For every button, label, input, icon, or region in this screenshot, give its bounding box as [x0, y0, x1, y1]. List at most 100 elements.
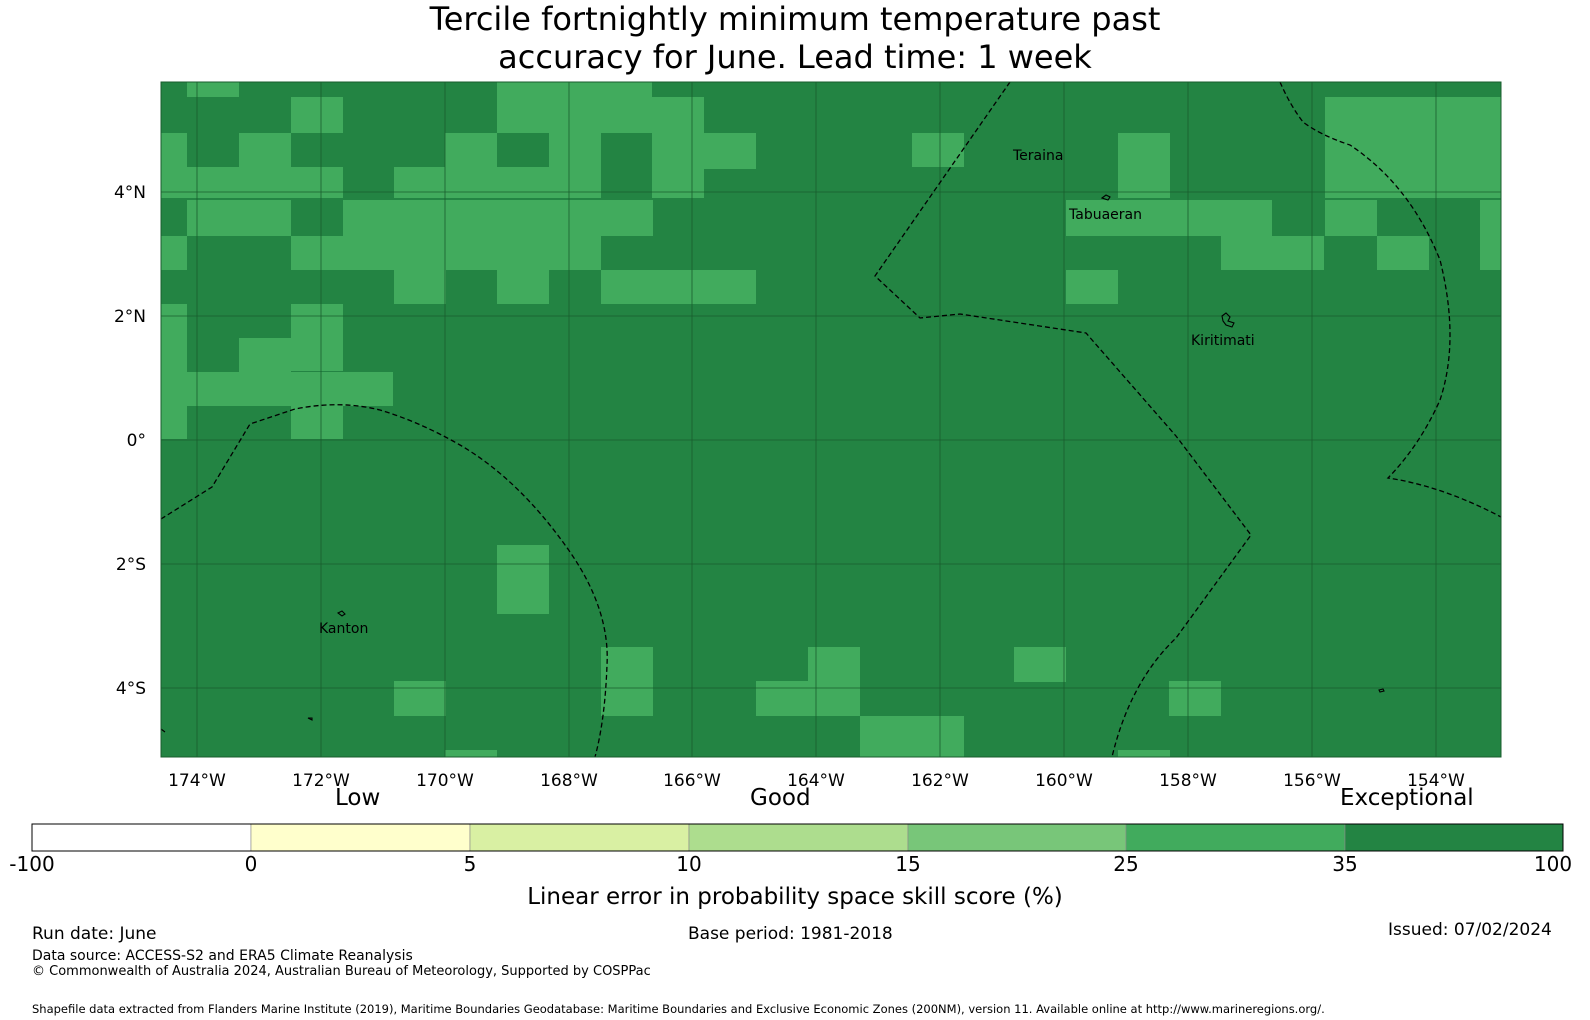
place-label: Tabuaeran [1068, 207, 1142, 223]
longitude-label: 154°W [1407, 771, 1465, 791]
latitude-label: 2°S [116, 555, 146, 575]
island-outlines [160, 194, 1385, 733]
longitude-label: 170°W [416, 771, 474, 791]
island-outline [1378, 688, 1385, 693]
cell-good [497, 545, 549, 614]
latitude-label: 0° [127, 431, 146, 451]
cell-good [291, 304, 343, 371]
axis-labels: 4°N 2°N 0° 2°S 4°S 174°W 172°W 170°W 168°W 166°W 1… [114, 183, 1465, 791]
latitude-label: 2°N [114, 307, 146, 327]
longitude-label: 158°W [1159, 771, 1217, 791]
cell-good [161, 372, 393, 406]
cell-good [394, 681, 446, 716]
cell-good [1325, 200, 1377, 236]
longitude-label: 174°W [168, 771, 226, 791]
run-date: Run date: June [32, 924, 157, 944]
place-labels: Teraina Tabuaeran Kiritimati Kanton [319, 148, 1255, 637]
cell-good [1066, 270, 1118, 304]
colorbar-title: Linear error in probability space skill … [527, 884, 1063, 910]
cell-good [187, 167, 291, 198]
cell-good [860, 716, 964, 757]
cell-good [187, 82, 239, 97]
longitude-label: 164°W [787, 771, 845, 791]
island-outline [1221, 312, 1235, 328]
cell-good [1480, 200, 1501, 270]
cell-good [601, 270, 756, 304]
title-line-1: Tercile fortnightly minimum temperature … [429, 0, 1161, 38]
colorbar-tick: -100 [9, 852, 55, 876]
cell-good [1169, 681, 1221, 716]
legend-category-good: Good [750, 785, 811, 811]
colorbar-tick: 0 [244, 852, 258, 876]
cell-good [291, 97, 343, 133]
cell-good [394, 167, 600, 198]
island-outline [1100, 194, 1111, 201]
colorbar-segment [469, 823, 690, 852]
issued-date: Issued: 07/02/2024 [1388, 920, 1552, 940]
longitude-label: 168°W [540, 771, 598, 791]
cell-good [497, 270, 549, 304]
colorbar [31, 823, 1564, 852]
cell-good [394, 270, 446, 304]
island-outline [307, 717, 313, 721]
cell-good [1377, 236, 1429, 270]
longitude-label: 162°W [911, 771, 969, 791]
cell-good [1014, 647, 1066, 682]
skill-score-grid [161, 82, 1501, 757]
colorbar-tick: 15 [895, 852, 921, 876]
colorbar-tick: 35 [1332, 852, 1358, 876]
cell-exceptional [161, 82, 1501, 757]
cell-good [445, 750, 497, 757]
longitude-label: 166°W [663, 771, 721, 791]
colorbar-segment [1344, 823, 1564, 852]
cell-good [652, 133, 756, 169]
cell-good [161, 304, 187, 439]
cell-good [497, 82, 652, 133]
eez-boundary [874, 81, 1252, 758]
cell-good [1221, 236, 1324, 270]
copyright: © Commonwealth of Australia 2024, Austra… [32, 964, 651, 979]
data-source: Data source: ACCESS-S2 and ERA5 Climate … [32, 948, 413, 964]
longitude-label: 172°W [292, 771, 350, 791]
colorbar-tick: 10 [676, 852, 702, 876]
island-outline [160, 728, 166, 733]
cell-good [343, 200, 653, 236]
cell-good [1118, 133, 1170, 198]
colorbar-segment [688, 823, 909, 852]
map-frame [160, 81, 1502, 758]
cell-good [652, 167, 704, 198]
cell-good [756, 681, 860, 716]
legend-category-low: Low [335, 785, 381, 811]
latitude-label: 4°N [114, 183, 146, 203]
longitude-label: 156°W [1283, 771, 1341, 791]
colorbar-segment [31, 823, 252, 852]
base-period: Base period: 1981-2018 [688, 924, 893, 944]
cell-good [291, 405, 343, 439]
colorbar-tick: 5 [463, 852, 477, 876]
cell-good [291, 167, 343, 198]
cell-good [1325, 97, 1501, 198]
eez-boundaries [160, 81, 1502, 758]
place-label: Kanton [319, 621, 368, 637]
place-label: Teraina [1012, 148, 1063, 164]
colorbar-tick: 25 [1113, 852, 1139, 876]
colorbar-segment [1125, 823, 1346, 852]
eez-boundary [160, 404, 608, 758]
cell-good [291, 236, 601, 270]
place-label: Kiritimati [1191, 333, 1255, 349]
chart-title: Tercile fortnightly minimum temperature … [0, 0, 1590, 76]
shapefile-credit: Shapefile data extracted from Flanders M… [32, 1002, 1325, 1016]
legend-category-exceptional: Exceptional [1340, 785, 1474, 811]
graticule [161, 82, 1501, 757]
cell-good [601, 647, 653, 716]
longitude-label: 160°W [1035, 771, 1093, 791]
cell-good [1066, 200, 1272, 236]
cell-good [912, 133, 964, 167]
latitude-label: 4°S [116, 679, 146, 699]
colorbar-frame [31, 823, 1564, 852]
title-line-2: accuracy for June. Lead time: 1 week [498, 38, 1092, 76]
colorbar-segment [907, 823, 1127, 852]
colorbar-tick: 100 [1533, 852, 1573, 876]
cell-good [239, 338, 291, 372]
